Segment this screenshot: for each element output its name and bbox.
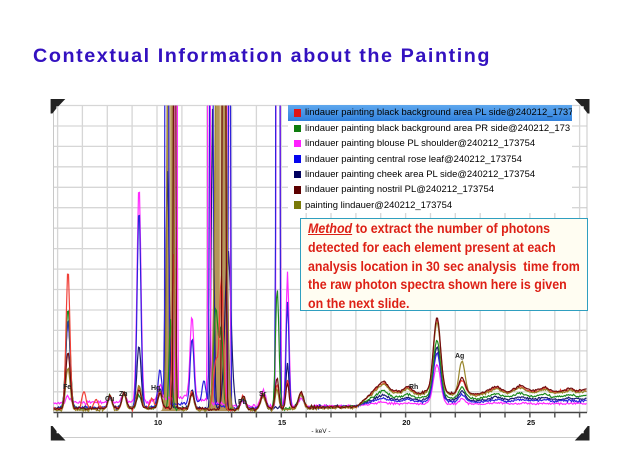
svg-text:Fe: Fe [63,384,71,391]
svg-text:Rh: Rh [409,384,418,391]
svg-text:25: 25 [527,418,535,427]
svg-text:20: 20 [402,418,410,427]
svg-text:15: 15 [278,418,286,427]
svg-text:Ag: Ag [455,353,464,360]
svg-text:- keV -: - keV - [311,428,330,435]
svg-text:10: 10 [154,418,162,427]
svg-text:Zn: Zn [119,391,128,398]
svg-text:Cu: Cu [105,396,114,403]
svg-text:Pb: Pb [238,399,247,406]
svg-text:Hg: Hg [151,385,160,392]
svg-text:Sr: Sr [259,391,267,398]
